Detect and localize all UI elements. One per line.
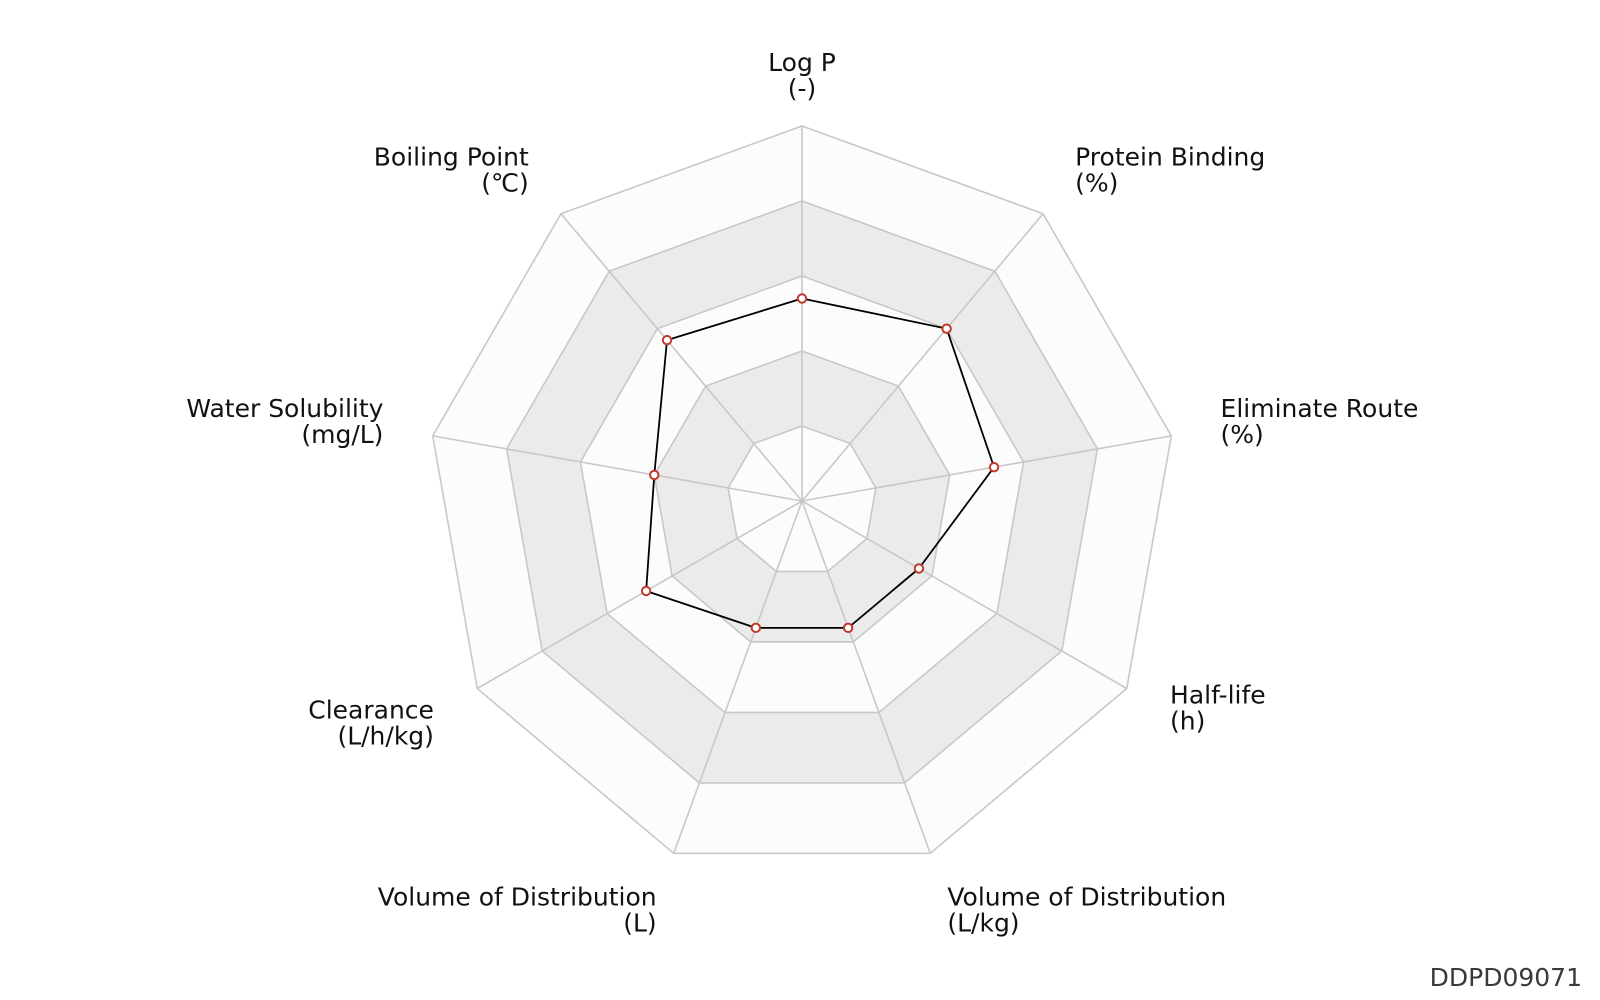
radar-axis-labels: Log P (-)Protein Binding (%)Eliminate Rout… (186, 48, 1418, 937)
data-point (750, 622, 762, 634)
data-point (640, 585, 652, 597)
axis-unit: (%) (1075, 168, 1118, 197)
axis-unit: (℃) (481, 168, 529, 197)
axis-label: Half-life (h) (1170, 681, 1266, 736)
axis-unit: (L/kg) (947, 908, 1019, 937)
data-point (988, 461, 1000, 473)
radar-series (640, 293, 1000, 634)
data-point (913, 563, 925, 574)
axis-unit: (L) (623, 908, 656, 937)
axis-spoke (560, 213, 803, 502)
axis-name: Protein Binding (1075, 142, 1265, 171)
data-point (796, 293, 808, 304)
axis-name: Boiling Point (374, 142, 529, 171)
axis-label: Eliminate Route (%) (1221, 394, 1419, 449)
axis-spoke (801, 213, 1044, 502)
axis-unit: (L/h/kg) (337, 722, 433, 751)
data-point (941, 323, 952, 334)
axis-name: Clearance (308, 696, 434, 725)
axis-spoke (801, 435, 1172, 502)
axis-label: Water Solubility (mg/L) (186, 394, 383, 449)
axis-label: Volume of Distribution (L/kg) (947, 882, 1226, 937)
axis-unit: (%) (1221, 420, 1264, 449)
chart-identifier: DDPD09071 (1429, 963, 1582, 992)
axis-spoke (476, 500, 803, 690)
axis-unit: (-) (788, 74, 817, 103)
axis-spoke (672, 500, 803, 854)
axis-spoke (801, 500, 932, 854)
axis-name: Eliminate Route (1221, 394, 1419, 423)
axis-name: Water Solubility (186, 394, 383, 423)
axis-label: Clearance (L/h/kg) (308, 696, 434, 751)
data-point (649, 469, 660, 481)
axis-label: Log P (-) (768, 48, 836, 103)
axis-name: Log P (768, 48, 836, 77)
series-line (645, 297, 995, 629)
axis-name: Volume of Distribution (378, 882, 657, 911)
axis-unit: (h) (1170, 707, 1205, 736)
axis-name: Half-life (1170, 681, 1266, 710)
axis-label: Volume of Distribution (L) (378, 882, 657, 937)
axis-label: Protein Binding (%) (1075, 142, 1265, 197)
radar-spokes (432, 126, 1172, 854)
data-point (661, 334, 673, 346)
axis-label: Boiling Point (℃) (374, 142, 529, 197)
axis-name: Volume of Distribution (947, 882, 1226, 911)
axis-spoke (432, 435, 803, 502)
axis-unit: (mg/L) (301, 420, 383, 449)
axis-spoke (801, 500, 1128, 690)
data-point (842, 622, 854, 634)
